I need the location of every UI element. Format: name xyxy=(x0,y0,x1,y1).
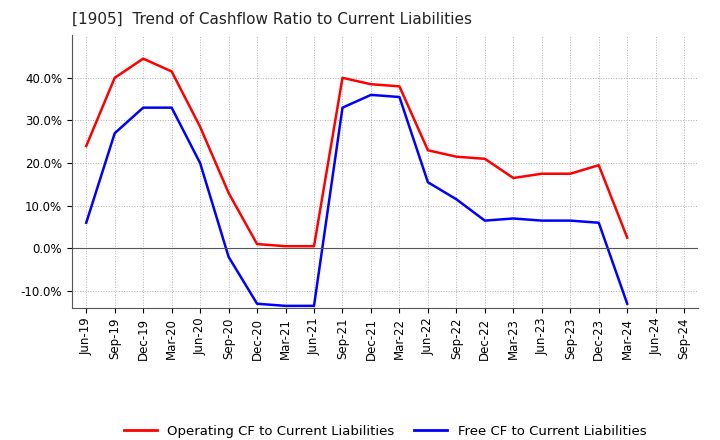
Free CF to Current Liabilities xyxy=(366,92,375,98)
Free CF to Current Liabilities xyxy=(595,220,603,225)
Legend: Operating CF to Current Liabilities, Free CF to Current Liabilities: Operating CF to Current Liabilities, Fre… xyxy=(119,420,652,440)
Free CF to Current Liabilities xyxy=(423,180,432,185)
Line: Free CF to Current Liabilities: Free CF to Current Liabilities xyxy=(86,95,627,306)
Operating CF to Current Liabilities xyxy=(139,56,148,61)
Free CF to Current Liabilities xyxy=(310,303,318,308)
Free CF to Current Liabilities xyxy=(480,218,489,223)
Operating CF to Current Liabilities xyxy=(82,143,91,149)
Free CF to Current Liabilities xyxy=(395,94,404,99)
Line: Operating CF to Current Liabilities: Operating CF to Current Liabilities xyxy=(86,59,627,246)
Operating CF to Current Liabilities xyxy=(253,242,261,247)
Operating CF to Current Liabilities xyxy=(480,156,489,161)
Free CF to Current Liabilities xyxy=(338,105,347,110)
Operating CF to Current Liabilities xyxy=(225,190,233,195)
Free CF to Current Liabilities xyxy=(253,301,261,306)
Free CF to Current Liabilities xyxy=(225,254,233,260)
Operating CF to Current Liabilities xyxy=(595,162,603,168)
Operating CF to Current Liabilities xyxy=(110,75,119,81)
Free CF to Current Liabilities xyxy=(139,105,148,110)
Free CF to Current Liabilities xyxy=(196,161,204,166)
Operating CF to Current Liabilities xyxy=(509,176,518,181)
Free CF to Current Liabilities xyxy=(82,220,91,225)
Free CF to Current Liabilities xyxy=(537,218,546,223)
Operating CF to Current Liabilities xyxy=(566,171,575,176)
Operating CF to Current Liabilities xyxy=(452,154,461,159)
Operating CF to Current Liabilities xyxy=(282,244,290,249)
Operating CF to Current Liabilities xyxy=(338,75,347,81)
Text: [1905]  Trend of Cashflow Ratio to Current Liabilities: [1905] Trend of Cashflow Ratio to Curren… xyxy=(72,12,472,27)
Operating CF to Current Liabilities xyxy=(537,171,546,176)
Operating CF to Current Liabilities xyxy=(310,244,318,249)
Free CF to Current Liabilities xyxy=(452,197,461,202)
Operating CF to Current Liabilities xyxy=(423,148,432,153)
Free CF to Current Liabilities xyxy=(509,216,518,221)
Free CF to Current Liabilities xyxy=(566,218,575,223)
Operating CF to Current Liabilities xyxy=(395,84,404,89)
Free CF to Current Liabilities xyxy=(110,131,119,136)
Operating CF to Current Liabilities xyxy=(366,81,375,87)
Free CF to Current Liabilities xyxy=(167,105,176,110)
Operating CF to Current Liabilities xyxy=(623,235,631,240)
Operating CF to Current Liabilities xyxy=(196,124,204,129)
Free CF to Current Liabilities xyxy=(282,303,290,308)
Free CF to Current Liabilities xyxy=(623,301,631,306)
Operating CF to Current Liabilities xyxy=(167,69,176,74)
